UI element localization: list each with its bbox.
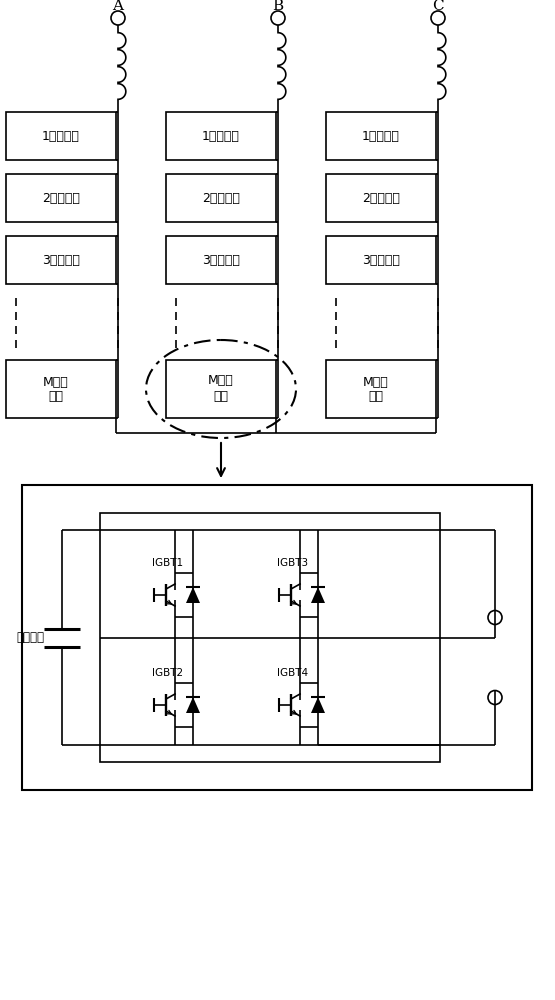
Text: M号子: M号子 <box>208 374 234 387</box>
Bar <box>326 174 436 222</box>
Text: 3号子模块: 3号子模块 <box>362 253 400 266</box>
Text: IGBT4: IGBT4 <box>277 668 308 678</box>
Text: 直流电容: 直流电容 <box>16 631 44 644</box>
Bar <box>166 112 276 160</box>
Polygon shape <box>311 697 325 713</box>
Text: M号子: M号子 <box>43 375 69 388</box>
Text: B: B <box>273 0 284 13</box>
Text: 1号子模块: 1号子模块 <box>202 129 240 142</box>
Bar <box>326 360 436 418</box>
Bar <box>166 174 276 222</box>
Bar <box>326 236 436 284</box>
Text: 2号子模块: 2号子模块 <box>362 192 400 205</box>
Text: 模块: 模块 <box>369 390 384 403</box>
Text: 2号子模块: 2号子模块 <box>202 192 240 205</box>
Text: IGBT3: IGBT3 <box>277 558 308 568</box>
Polygon shape <box>186 697 200 713</box>
Polygon shape <box>311 587 325 603</box>
Text: IGBT2: IGBT2 <box>152 668 183 678</box>
Bar <box>6 360 116 418</box>
Text: IGBT1: IGBT1 <box>152 558 183 568</box>
Text: 3号子模块: 3号子模块 <box>202 253 240 266</box>
Text: 模块: 模块 <box>214 390 229 403</box>
Bar <box>100 513 440 762</box>
Text: 2号子模块: 2号子模块 <box>42 192 80 205</box>
Text: 1号子模块: 1号子模块 <box>42 129 80 142</box>
Bar <box>166 236 276 284</box>
Polygon shape <box>186 587 200 603</box>
Text: A: A <box>113 0 124 13</box>
Bar <box>6 112 116 160</box>
Bar <box>166 360 276 418</box>
Bar <box>6 174 116 222</box>
Text: 3号子模块: 3号子模块 <box>42 253 80 266</box>
Text: 1号子模块: 1号子模块 <box>362 129 400 142</box>
Text: C: C <box>432 0 444 13</box>
Text: M号子: M号子 <box>363 375 389 388</box>
Bar <box>6 236 116 284</box>
Bar <box>22 485 532 790</box>
Text: 模块: 模块 <box>48 390 63 403</box>
Bar <box>326 112 436 160</box>
